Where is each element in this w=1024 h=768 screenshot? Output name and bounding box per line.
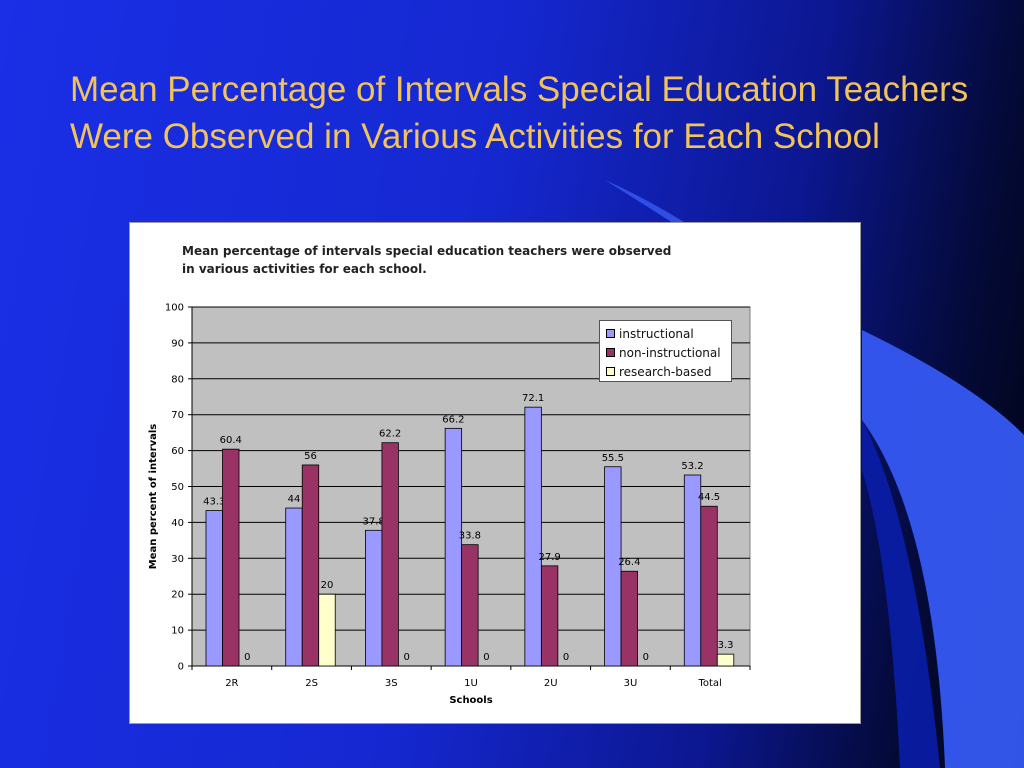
bar-instructional: [205, 510, 223, 667]
bar-instructional: [285, 507, 303, 667]
x-tick-label: 2R: [225, 678, 238, 689]
data-label: 72.1: [522, 393, 544, 404]
x-axis-title: Schools: [449, 695, 492, 706]
bar-non-instructional: [301, 464, 320, 667]
legend-swatch: [606, 348, 615, 357]
data-label: 27.9: [538, 552, 560, 563]
x-tick-label: Total: [697, 678, 721, 689]
bar-non-instructional: [381, 442, 399, 667]
legend-item: instructional: [606, 324, 731, 343]
y-tick-label: 20: [171, 590, 184, 601]
data-label: 53.2: [681, 461, 703, 472]
data-label: 43.3: [203, 497, 225, 508]
bar-instructional: [524, 406, 542, 667]
x-tick-label: 2S: [305, 678, 318, 689]
data-label: 62.2: [379, 429, 401, 440]
x-tick-label: 3S: [385, 678, 398, 689]
y-tick-label: 50: [171, 482, 184, 493]
data-label: 0: [244, 652, 250, 663]
data-label: 20: [321, 580, 334, 591]
decorative-swoosh-light: [862, 330, 1024, 768]
bar-non-instructional: [222, 448, 240, 667]
chart-frame: Mean percentage of intervals special edu…: [129, 222, 861, 724]
data-label: 44: [288, 494, 301, 505]
data-label: 3.3: [718, 640, 734, 651]
data-label: 0: [483, 652, 489, 663]
bar-research-based: [716, 653, 735, 667]
decorative-streak: [605, 180, 700, 234]
y-tick-label: 90: [171, 338, 184, 349]
data-label: 0: [563, 652, 569, 663]
y-tick-label: 100: [165, 303, 184, 314]
legend-swatch: [606, 329, 615, 338]
data-label: 56: [304, 451, 317, 462]
y-tick-label: 0: [178, 662, 184, 673]
legend-swatch: [606, 367, 615, 376]
bar-non-instructional: [540, 565, 559, 667]
legend-label: instructional: [619, 326, 694, 341]
data-label: 37.8: [363, 516, 385, 527]
slide-title: Mean Percentage of Intervals Special Edu…: [70, 70, 969, 156]
x-tick-label: 1U: [464, 678, 478, 689]
legend-item: non-instructional: [606, 343, 731, 362]
legend-label: research-based: [619, 364, 712, 379]
y-tick-label: 80: [171, 374, 184, 385]
bar-non-instructional: [620, 570, 638, 667]
bar-non-instructional: [461, 544, 479, 667]
decorative-swoosh-dark: [862, 420, 940, 768]
x-tick-label: 2U: [544, 678, 558, 689]
chart-legend: instructional non-instructional research-b…: [599, 320, 732, 382]
bar-research-based: [318, 593, 336, 667]
y-tick-label: 10: [171, 626, 184, 637]
y-tick-label: 60: [171, 446, 184, 457]
data-label: 66.2: [442, 414, 464, 425]
y-tick-label: 70: [171, 410, 184, 421]
y-tick-label: 40: [171, 518, 184, 529]
data-label: 55.5: [602, 453, 624, 464]
legend-item: research-based: [606, 362, 731, 381]
bar-instructional: [683, 474, 702, 667]
data-label: 0: [643, 652, 649, 663]
legend-label: non-instructional: [619, 345, 721, 360]
x-tick-label: 3U: [624, 678, 638, 689]
bar-instructional: [604, 466, 622, 667]
data-label: 33.8: [459, 531, 481, 542]
bar-chart: 0 10 20 30 40 50 60 70 80 90 100 2R 43.3 60.4 0 2S 44 56 2…: [148, 303, 751, 706]
y-axis-title: Mean percent of intervals: [148, 424, 159, 569]
y-tick-label: 30: [171, 554, 184, 565]
data-label: 26.4: [618, 557, 640, 568]
bar-instructional: [444, 427, 463, 667]
chart-title: Mean percentage of intervals special edu…: [182, 244, 672, 276]
data-label: 60.4: [220, 435, 242, 446]
bar-non-instructional: [700, 505, 718, 667]
data-label: 0: [403, 652, 409, 663]
data-label: 44.5: [698, 492, 720, 503]
bar-instructional: [365, 529, 383, 667]
